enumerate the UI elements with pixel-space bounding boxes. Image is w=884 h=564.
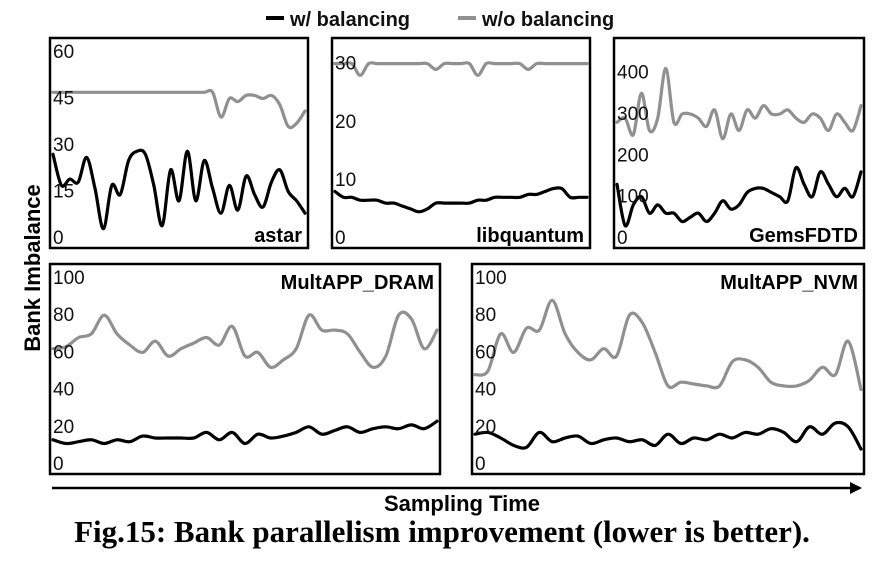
- y-tick-label: 300: [617, 104, 649, 125]
- panel-title: libquantum: [476, 225, 584, 247]
- series-line-w-balancing: [51, 419, 439, 446]
- series-line-wo-balancing: [473, 298, 863, 392]
- panel-gemsfdtd: 0 100 200 300 400 GemsFDTD: [612, 36, 866, 250]
- y-tick-label: 60: [53, 342, 74, 363]
- y-tick-label: 10: [335, 170, 356, 191]
- y-tick-label: 80: [53, 305, 74, 326]
- panel-libquantum: 0 10 20 30 libquantum: [330, 36, 592, 250]
- legend-label-w-balancing: w/ balancing: [289, 9, 410, 31]
- panel-frame: [48, 36, 310, 250]
- legend-label-wo-balancing: w/o balancing: [481, 9, 614, 31]
- series-line-wo-balancing: [51, 310, 439, 370]
- panel-title: MultAPP_NVM: [720, 272, 858, 294]
- panel-title: GemsFDTD: [749, 225, 858, 247]
- y-tick-label: 100: [53, 268, 85, 289]
- y-tick-label: 0: [53, 454, 64, 475]
- series-line-w-balancing: [51, 148, 307, 231]
- legend: w/ balancing w/o balancing: [266, 9, 614, 31]
- y-tick-label: 60: [475, 342, 496, 363]
- y-tick-label: 20: [475, 417, 496, 438]
- panel-frame: [470, 262, 866, 476]
- y-tick-label: 30: [335, 54, 356, 75]
- panel-frame: [48, 262, 442, 476]
- series-line-wo-balancing: [333, 61, 589, 77]
- x-axis-label: Sampling Time: [384, 491, 540, 516]
- panel-multapp-dram: 0 20 40 60 80 100 MultAPP_DRAM: [48, 262, 442, 476]
- y-tick-label: 40: [53, 380, 74, 401]
- y-tick-label: 45: [53, 89, 74, 110]
- y-tick-label: 0: [475, 454, 486, 475]
- y-axis-label: Bank Imbalance: [20, 184, 45, 352]
- series-line-wo-balancing: [615, 66, 863, 141]
- series-line-w-balancing: [333, 186, 589, 214]
- y-tick-label: 0: [335, 228, 346, 249]
- panel-multapp-nvm: 0 20 40 60 80 100 MultAPP_NVM: [470, 262, 866, 476]
- panel-title: astar: [254, 225, 302, 247]
- y-tick-label: 200: [617, 145, 649, 166]
- y-tick-label: 80: [475, 305, 496, 326]
- y-tick-label: 20: [335, 112, 356, 133]
- figure-caption: Fig.15: Bank parallelism improvement (lo…: [74, 514, 810, 549]
- y-tick-label: 20: [53, 417, 74, 438]
- panel-astar: 0 15 30 45 60 astar: [48, 36, 310, 250]
- y-tick-label: 100: [475, 268, 507, 289]
- series-line-w-balancing: [473, 420, 863, 451]
- panel-frame: [330, 36, 592, 250]
- y-tick-label: 30: [53, 135, 74, 156]
- y-tick-label: 40: [475, 380, 496, 401]
- y-tick-label: 60: [53, 42, 74, 63]
- y-tick-label: 400: [617, 63, 649, 84]
- series-line-wo-balancing: [51, 88, 307, 130]
- panel-frame: [612, 36, 866, 250]
- y-tick-label: 0: [53, 228, 64, 249]
- series-line-w-balancing: [615, 165, 863, 228]
- y-tick-label: 0: [617, 228, 628, 249]
- y-tick-label: 100: [617, 187, 649, 208]
- panel-title: MultAPP_DRAM: [281, 272, 434, 294]
- y-tick-label: 15: [53, 182, 74, 203]
